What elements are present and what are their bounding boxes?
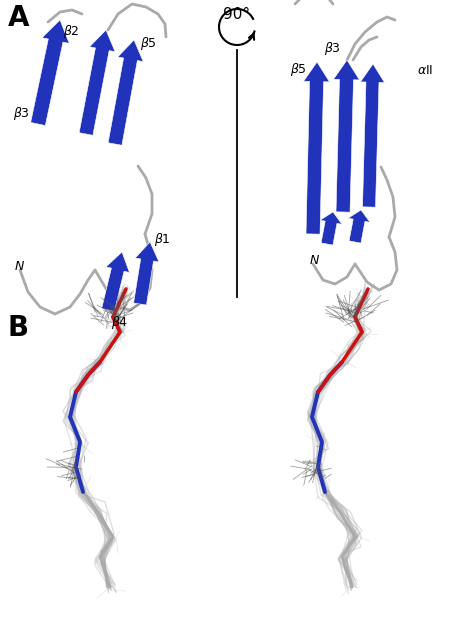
Text: $\beta$5: $\beta$5 xyxy=(140,35,157,52)
Text: N: N xyxy=(310,254,319,266)
Polygon shape xyxy=(102,252,129,312)
Text: $\alpha$II: $\alpha$II xyxy=(417,63,433,77)
Text: B: B xyxy=(8,314,29,342)
Text: $\beta$4: $\beta$4 xyxy=(111,314,128,331)
Polygon shape xyxy=(108,40,143,146)
Polygon shape xyxy=(79,30,115,136)
Text: $\beta$2: $\beta$2 xyxy=(64,24,80,40)
Text: N: N xyxy=(15,261,24,274)
Polygon shape xyxy=(334,60,359,212)
Polygon shape xyxy=(320,212,342,245)
Text: $\beta$5: $\beta$5 xyxy=(290,62,307,78)
Text: $\beta$3: $\beta$3 xyxy=(13,106,30,123)
Text: $\beta$3: $\beta$3 xyxy=(324,40,341,57)
Polygon shape xyxy=(304,62,329,234)
Polygon shape xyxy=(348,210,370,243)
Polygon shape xyxy=(31,20,69,126)
Polygon shape xyxy=(134,242,159,305)
Text: 90°: 90° xyxy=(223,7,251,22)
Text: $\beta$1: $\beta$1 xyxy=(154,231,171,249)
Text: A: A xyxy=(8,4,29,32)
Polygon shape xyxy=(360,64,384,207)
Text: C: C xyxy=(307,0,316,4)
